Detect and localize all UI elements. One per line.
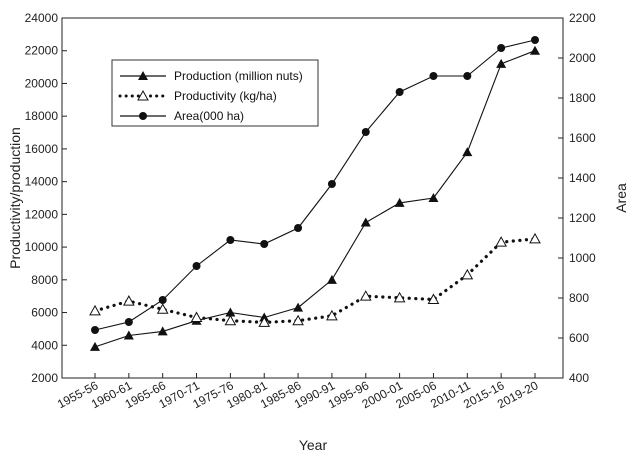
data-point xyxy=(360,217,371,227)
data-point xyxy=(462,147,473,157)
right-axis-title: Area xyxy=(613,183,629,213)
data-point xyxy=(394,197,405,207)
series-production-million-nuts xyxy=(90,45,540,351)
right-tick-label: 2200 xyxy=(569,11,596,25)
right-tick-label: 1600 xyxy=(569,131,596,145)
left-tick-label: 8000 xyxy=(31,273,58,287)
right-tick-label: 1400 xyxy=(569,171,596,185)
right-tick-label: 400 xyxy=(569,371,589,385)
series-productivity-kg-ha xyxy=(89,232,541,327)
legend-marker-filled-circle xyxy=(139,112,147,120)
svg-text:Productivity (kg/ha): Productivity (kg/ha) xyxy=(174,89,277,103)
right-tick-label: 600 xyxy=(569,331,589,345)
left-tick-label: 12000 xyxy=(25,207,59,221)
data-point xyxy=(122,295,135,306)
left-tick-label: 14000 xyxy=(25,175,59,189)
data-point xyxy=(260,240,269,248)
data-point xyxy=(461,268,474,280)
left-tick-label: 6000 xyxy=(31,306,58,320)
data-point xyxy=(395,88,404,96)
right-tick-label: 2000 xyxy=(569,51,596,65)
data-point xyxy=(124,318,133,326)
data-point xyxy=(529,232,541,244)
data-point xyxy=(123,330,134,340)
data-point xyxy=(226,236,235,244)
data-point xyxy=(427,293,440,304)
data-point xyxy=(327,180,336,188)
data-point xyxy=(326,309,338,321)
left-tick-label: 2000 xyxy=(31,371,58,385)
legend: Production (million nuts) Productivity (… xyxy=(111,59,319,127)
data-point xyxy=(89,304,101,316)
left-tick-label: 16000 xyxy=(25,142,59,156)
right-tick-label: 1000 xyxy=(569,251,596,265)
data-point xyxy=(429,72,438,80)
left-tick-label: 10000 xyxy=(25,240,59,254)
data-point xyxy=(294,224,303,232)
left-axis-title: Productivity/production xyxy=(7,127,23,269)
data-point xyxy=(496,58,507,68)
data-point xyxy=(497,44,506,52)
legend-item-production: Production (million nuts) xyxy=(120,69,303,83)
legend-marker-open-triangle xyxy=(137,89,149,101)
data-point xyxy=(224,314,237,326)
left-tick-label: 4000 xyxy=(31,338,58,352)
svg-text:Area(000 ha): Area(000 ha) xyxy=(174,109,244,123)
legend-marker-filled-triangle xyxy=(138,71,148,80)
legend-item-area: Area(000 ha) xyxy=(120,109,244,123)
data-point xyxy=(258,316,271,327)
svg-text:Production (million nuts): Production (million nuts) xyxy=(174,69,303,83)
data-point xyxy=(428,193,439,202)
left-tick-label: 18000 xyxy=(25,109,59,123)
data-point xyxy=(158,296,167,304)
right-tick-label: 1200 xyxy=(569,211,596,225)
x-axis: 1955-561960-611965-661970-711975-761980-… xyxy=(55,373,541,411)
data-point xyxy=(531,36,539,44)
data-point xyxy=(192,262,201,270)
series-line xyxy=(94,50,536,348)
data-point xyxy=(530,45,540,55)
data-point xyxy=(225,307,236,317)
series-line xyxy=(93,237,537,325)
data-point xyxy=(91,326,99,334)
series-layer xyxy=(89,36,541,351)
data-point xyxy=(190,311,203,322)
data-point xyxy=(326,274,337,284)
left-tick-label: 22000 xyxy=(25,44,59,58)
data-point xyxy=(361,128,370,136)
data-point xyxy=(90,341,100,351)
left-tick-label: 20000 xyxy=(25,76,59,90)
data-point xyxy=(293,302,304,312)
right-axis: 400 600 800 1000 1200 1400 1600 1800 2000 2200 xyxy=(558,11,596,385)
right-tick-label: 800 xyxy=(569,291,589,305)
data-point xyxy=(495,236,508,247)
legend-item-productivity: Productivity (kg/ha) xyxy=(118,89,277,103)
data-point xyxy=(463,72,472,80)
left-axis: 2000 4000 6000 8000 10000 12000 14000 16000 1800… xyxy=(25,11,67,385)
data-point xyxy=(156,303,169,314)
data-point xyxy=(393,291,406,303)
data-point xyxy=(359,290,372,301)
right-tick-label: 1800 xyxy=(569,91,596,105)
left-tick-label: 24000 xyxy=(25,11,59,25)
series-line xyxy=(94,39,536,331)
series-area-000-ha xyxy=(91,36,539,334)
x-axis-title: Year xyxy=(299,437,328,453)
data-point xyxy=(292,314,304,326)
data-point xyxy=(157,326,168,336)
